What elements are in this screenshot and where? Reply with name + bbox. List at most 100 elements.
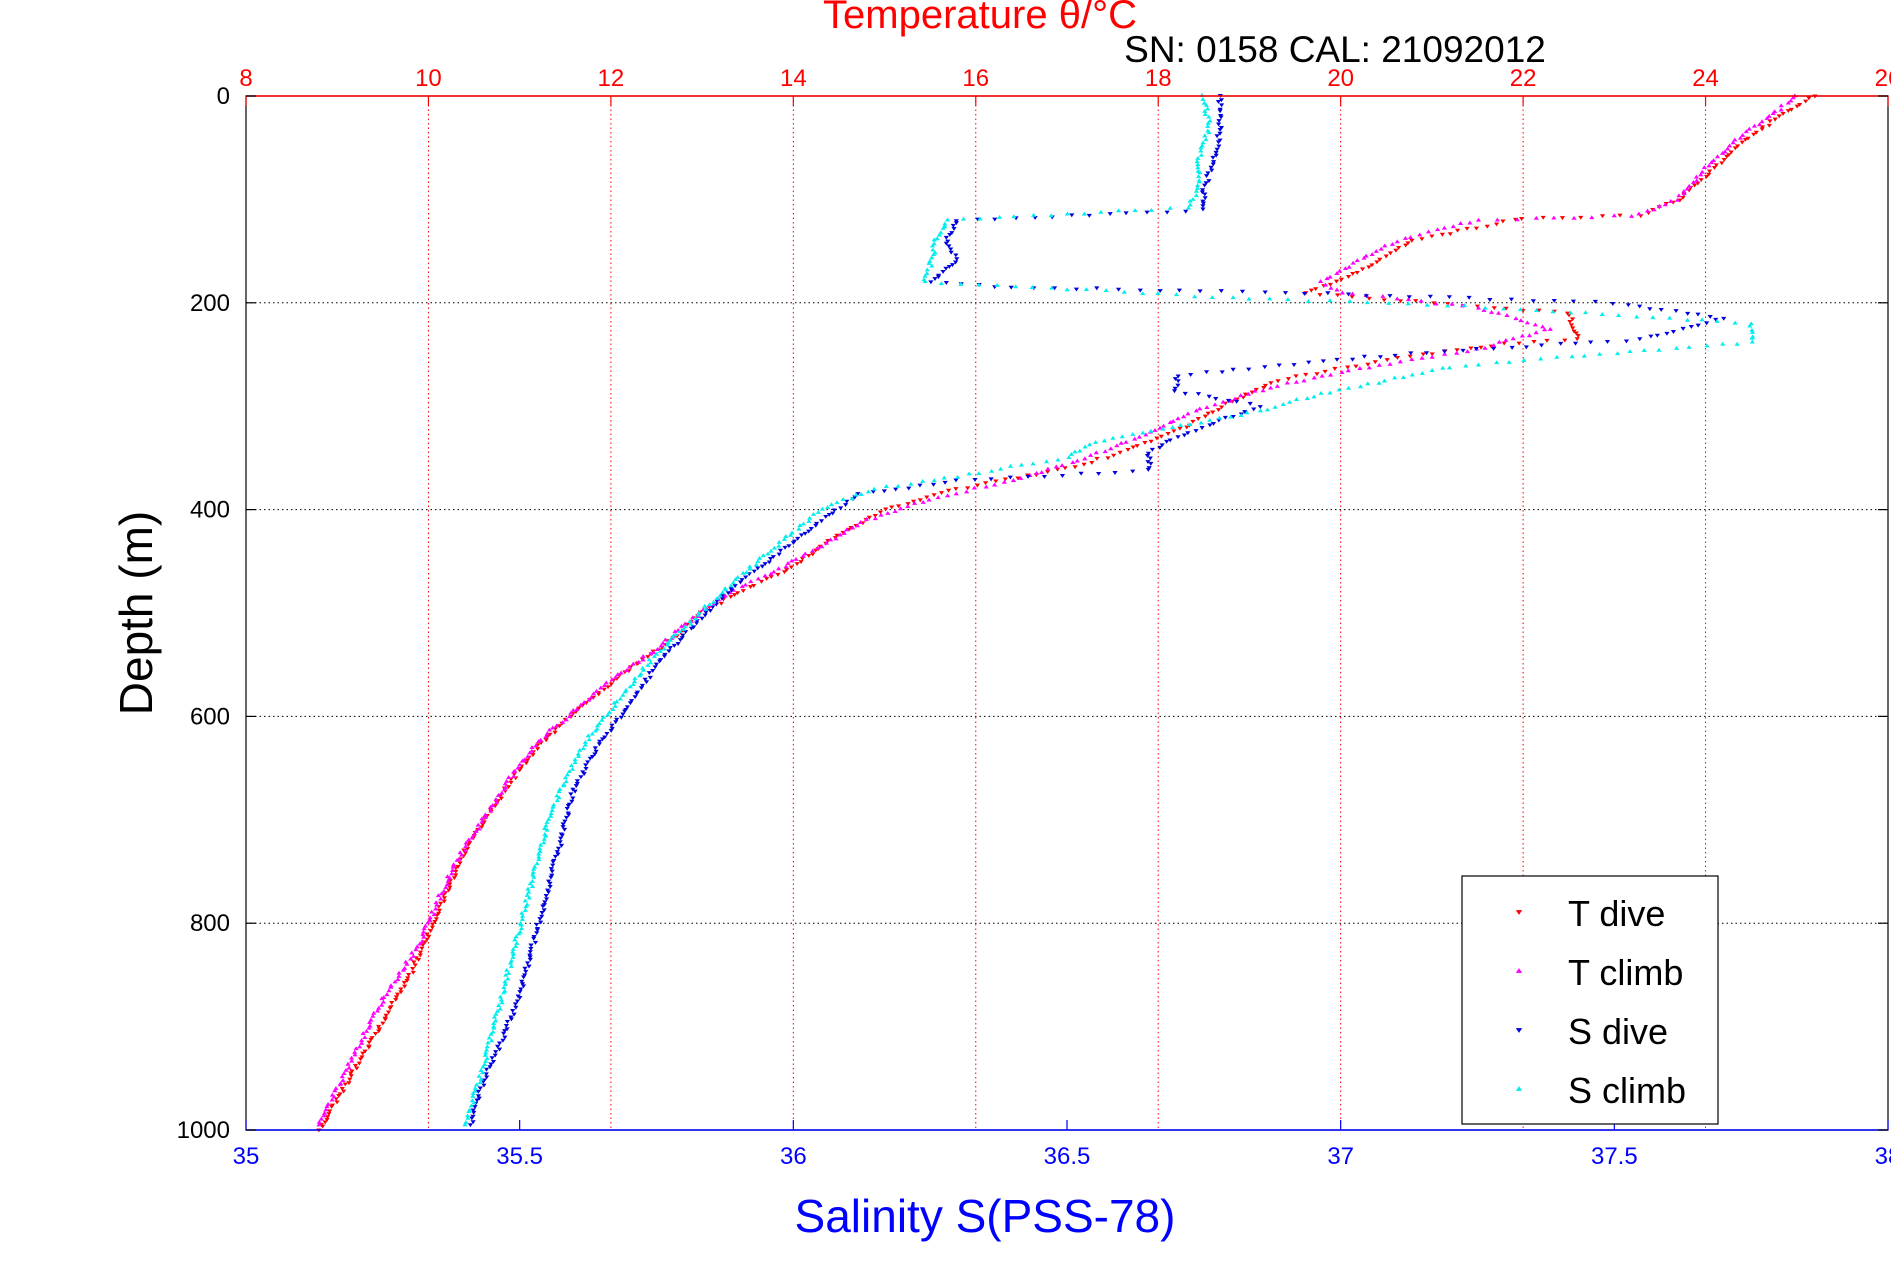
- data-point: [493, 1050, 499, 1054]
- data-point: [1206, 394, 1212, 399]
- data-point: [605, 712, 611, 717]
- data-point: [366, 1025, 372, 1030]
- data-point: [1417, 232, 1423, 237]
- data-point: [1460, 348, 1466, 353]
- data-point: [543, 833, 549, 838]
- data-point: [508, 960, 514, 965]
- data-point: [1364, 300, 1370, 305]
- data-point: [1353, 364, 1359, 369]
- data-point: [1245, 391, 1252, 396]
- data-point: [865, 489, 871, 494]
- data-point: [775, 572, 781, 577]
- data-point: [809, 548, 816, 553]
- series-layer: [316, 92, 1818, 1133]
- data-point: [1743, 129, 1749, 134]
- data-point: [858, 492, 864, 497]
- data-point: [1540, 324, 1546, 329]
- data-point: [380, 1021, 386, 1026]
- data-point: [1149, 447, 1155, 452]
- data-point: [1232, 396, 1238, 401]
- data-point: [1387, 362, 1393, 366]
- data-point: [1086, 442, 1093, 447]
- data-point: [357, 1044, 363, 1049]
- data-point: [524, 961, 531, 966]
- data-point: [1521, 357, 1527, 362]
- data-point: [379, 996, 385, 1001]
- data-point: [1641, 348, 1647, 352]
- data-point: [1713, 163, 1719, 168]
- data-point: [541, 908, 547, 913]
- data-point: [747, 585, 754, 589]
- data-point: [401, 980, 407, 985]
- data-point: [930, 247, 936, 252]
- data-point: [710, 605, 716, 610]
- data-point: [719, 596, 725, 601]
- data-point: [514, 999, 521, 1004]
- data-point: [1393, 248, 1399, 253]
- data-point: [1159, 443, 1165, 448]
- data-point: [597, 739, 603, 744]
- data-point: [798, 560, 804, 565]
- data-point: [526, 889, 532, 894]
- data-point: [480, 1080, 486, 1084]
- data-point: [526, 895, 532, 900]
- data-point: [1148, 428, 1154, 433]
- data-point: [1074, 458, 1080, 463]
- series-s-climb: [462, 92, 1756, 1127]
- data-point: [596, 742, 602, 747]
- data-point: [1238, 393, 1244, 398]
- data-point: [764, 577, 770, 581]
- data-point: [563, 815, 570, 820]
- data-point: [1119, 434, 1125, 439]
- data-point: [1759, 127, 1765, 132]
- data-point: [1198, 152, 1204, 157]
- data-point: [871, 486, 877, 491]
- data-point: [1178, 422, 1184, 427]
- data-point: [645, 662, 651, 667]
- data-point: [592, 746, 598, 751]
- data-point: [484, 1056, 490, 1060]
- data-point: [1387, 294, 1393, 298]
- data-point: [1542, 327, 1548, 332]
- data-point: [1540, 215, 1546, 220]
- data-point: [688, 626, 695, 631]
- data-point: [740, 570, 746, 575]
- data-point: [1695, 312, 1701, 317]
- data-point: [1210, 162, 1216, 167]
- data-point: [1409, 357, 1415, 361]
- data-point: [502, 981, 509, 986]
- data-point: [592, 752, 598, 757]
- data-point: [1475, 305, 1482, 310]
- data-point: [892, 509, 898, 514]
- data-point: [714, 596, 720, 601]
- data-point: [735, 575, 741, 579]
- data-point: [1727, 143, 1733, 148]
- data-point: [519, 910, 525, 915]
- data-point: [949, 263, 956, 268]
- data-point: [1766, 113, 1772, 118]
- data-point: [568, 792, 574, 797]
- data-point: [1434, 227, 1441, 232]
- data-point: [482, 815, 489, 819]
- data-point: [322, 1120, 328, 1125]
- data-point: [1253, 387, 1259, 392]
- data-point: [1616, 313, 1622, 318]
- data-point: [1407, 235, 1414, 240]
- data-point: [427, 929, 434, 933]
- data-point: [992, 217, 998, 222]
- data-point: [841, 530, 847, 535]
- data-point: [508, 780, 514, 785]
- data-point: [1403, 243, 1409, 248]
- data-point: [606, 709, 613, 714]
- data-point: [850, 525, 856, 530]
- data-point: [1349, 357, 1356, 362]
- data-point: [617, 696, 624, 701]
- data-point: [1171, 389, 1178, 394]
- data-point: [788, 532, 794, 537]
- data-point: [510, 951, 517, 956]
- data-point: [1145, 467, 1151, 472]
- data-point: [1623, 339, 1630, 344]
- data-point: [543, 893, 549, 898]
- data-point: [1532, 322, 1538, 327]
- data-point: [765, 551, 771, 556]
